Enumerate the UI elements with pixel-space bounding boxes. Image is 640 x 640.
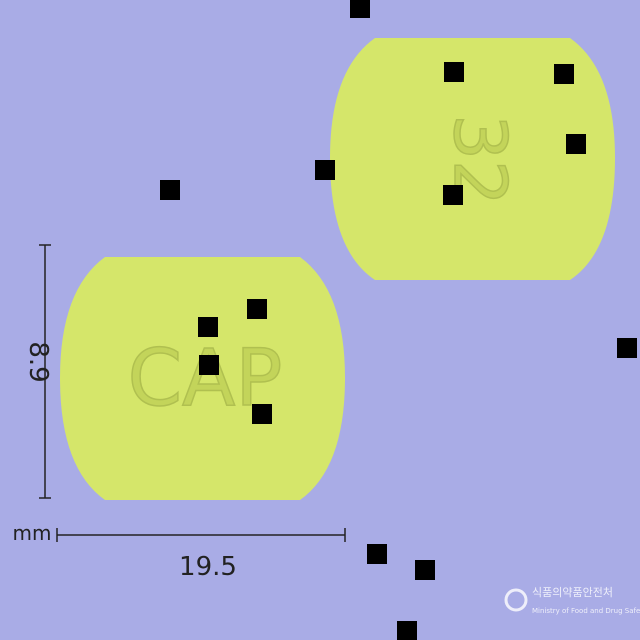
- unit-label: mm: [13, 521, 52, 545]
- dimension-lines: [39, 244, 346, 542]
- pill-back: [330, 38, 615, 280]
- watermark-english: Ministry of Food and Drug Safety: [532, 607, 640, 615]
- height-label: 8.9: [23, 341, 53, 382]
- pill-front: [60, 257, 345, 500]
- width-label: 19.5: [179, 552, 237, 582]
- watermark-logo: [504, 588, 528, 612]
- watermark-korean: 식품의약품안전처: [532, 585, 613, 599]
- noise: [160, 0, 637, 640]
